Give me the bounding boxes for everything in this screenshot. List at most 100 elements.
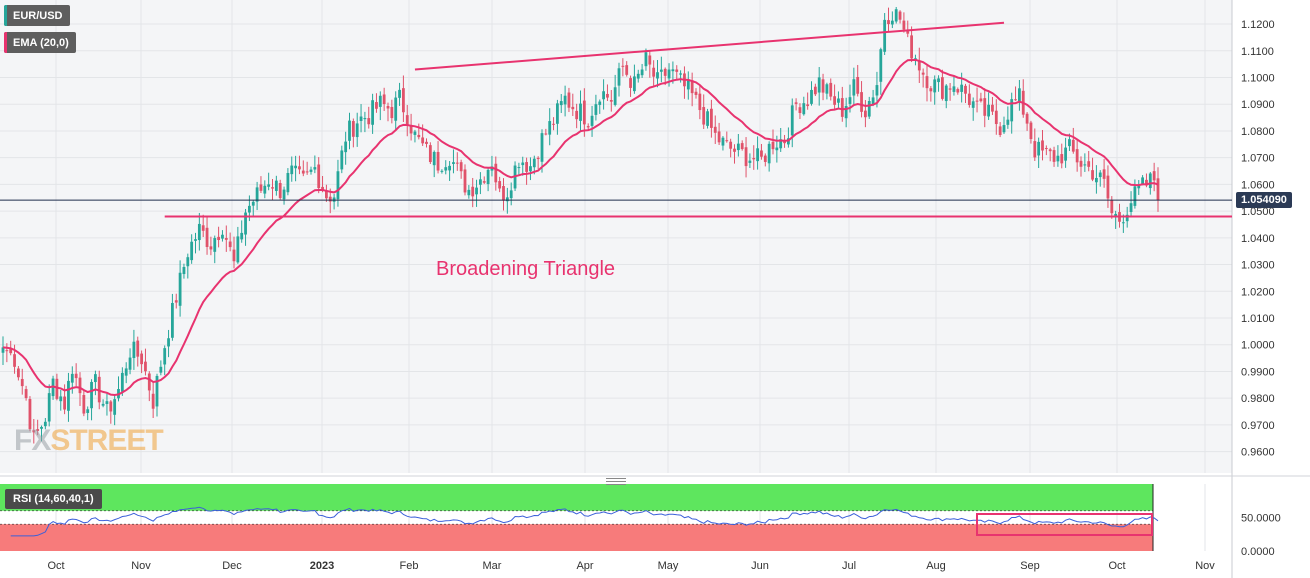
candle-body (1145, 179, 1148, 186)
time-axis: Oct Nov Dec 2023 Feb Mar Apr May Jun Jul Aug Sep Oct… (47, 560, 1215, 572)
candle-body (1029, 122, 1033, 140)
candle-body (228, 241, 232, 248)
price-tick-label: 1.0100 (1241, 313, 1275, 325)
candle-body (290, 165, 294, 175)
pattern-annotation: Broadening Triangle (436, 258, 616, 280)
price-tick-label: 1.0500 (1241, 206, 1275, 218)
candle-body (1033, 141, 1037, 158)
candle-body (1114, 213, 1118, 217)
candle-body (813, 86, 817, 95)
candle-body (448, 165, 451, 171)
candle-body (752, 158, 756, 160)
candle-body (713, 126, 717, 133)
price-tick-label: 1.1000 (1241, 72, 1275, 84)
candle-body (67, 380, 70, 411)
candle-body (274, 180, 278, 191)
time-tick-label: Feb (400, 560, 419, 572)
candle-body (679, 73, 682, 75)
candle-body (563, 95, 567, 105)
candle-body (994, 110, 998, 125)
candle-body (221, 234, 224, 239)
rsi-label: RSI (14,60,40,1) (13, 493, 94, 505)
candle-body (798, 107, 802, 113)
price-tick-label: 0.9700 (1241, 420, 1275, 432)
time-tick-label: Nov (131, 560, 151, 572)
candle-body (725, 140, 729, 142)
rsi-oversold-zone (0, 524, 1153, 551)
candle-body (944, 85, 948, 102)
last-price-tag: 1.054090 (1236, 192, 1292, 209)
time-tick-label: Mar (483, 560, 502, 572)
candle-body (390, 106, 394, 119)
candle-body (1121, 222, 1125, 224)
candle-body (952, 86, 956, 92)
candle-body (821, 79, 825, 93)
candle-body (736, 143, 740, 151)
watermark-fx: FX (14, 424, 51, 457)
candle-body (586, 126, 590, 128)
rsi-legend[interactable]: RSI (14,60,40,1) (5, 489, 102, 509)
candle-body (248, 205, 251, 213)
candle-body (398, 89, 401, 98)
watermark-street: STREET (50, 424, 163, 457)
candle-body (475, 187, 478, 195)
candle-body (505, 197, 509, 202)
candle-body (740, 143, 744, 150)
candle-body (186, 257, 190, 267)
candle-body (1106, 175, 1110, 199)
candle-body (890, 20, 894, 25)
candle-body (860, 92, 863, 112)
candle-body (132, 341, 136, 359)
candle-body (756, 148, 759, 162)
ema-swatch (4, 32, 7, 53)
candle-body (667, 69, 671, 79)
candle-body (540, 133, 544, 162)
symbol-legend[interactable]: EUR/USD (4, 5, 70, 26)
candle-body (32, 430, 36, 433)
candle-body (1002, 125, 1006, 133)
candle-body (902, 20, 906, 30)
price-tick-label: 1.1100 (1241, 46, 1274, 58)
candle-body (313, 167, 317, 170)
candle-body (640, 69, 644, 76)
candle-body (621, 65, 625, 67)
candle-body (967, 93, 971, 106)
candle-body (509, 190, 513, 199)
candle-body (301, 170, 305, 174)
candle-body (197, 223, 201, 241)
ema-legend[interactable]: EMA (20,0) (4, 32, 76, 53)
candle-body (702, 107, 706, 125)
candle-body (575, 110, 579, 120)
candle-body (867, 101, 871, 117)
candle-body (498, 181, 502, 189)
candle-body (455, 162, 459, 164)
candle-body (663, 68, 667, 76)
candle-body (590, 115, 594, 126)
candle-body (1137, 185, 1141, 189)
candle-body (255, 187, 259, 202)
main-plot-background (0, 0, 1232, 473)
candle-body (1006, 119, 1010, 125)
candle-body (1014, 99, 1017, 101)
candle-body (182, 267, 186, 275)
candle-body (467, 189, 471, 196)
candle-body (20, 378, 24, 387)
candle-body (1060, 154, 1064, 164)
candle-body (917, 60, 921, 71)
candle-body (1152, 171, 1156, 181)
candle-body (833, 96, 836, 105)
ema-line (2, 58, 1159, 397)
candle-body (1133, 186, 1137, 206)
candle-body (871, 97, 875, 105)
candle-body (729, 141, 733, 149)
panel-resize-handle[interactable] (606, 478, 626, 487)
candle-body (147, 373, 151, 391)
candle-body (941, 77, 944, 99)
candle-body (579, 103, 582, 121)
candle-body (43, 421, 47, 427)
candle-body (425, 141, 428, 144)
candle-body (837, 98, 840, 103)
candle-body (706, 111, 709, 126)
candle-body (763, 155, 767, 162)
candle-body (1010, 99, 1014, 122)
